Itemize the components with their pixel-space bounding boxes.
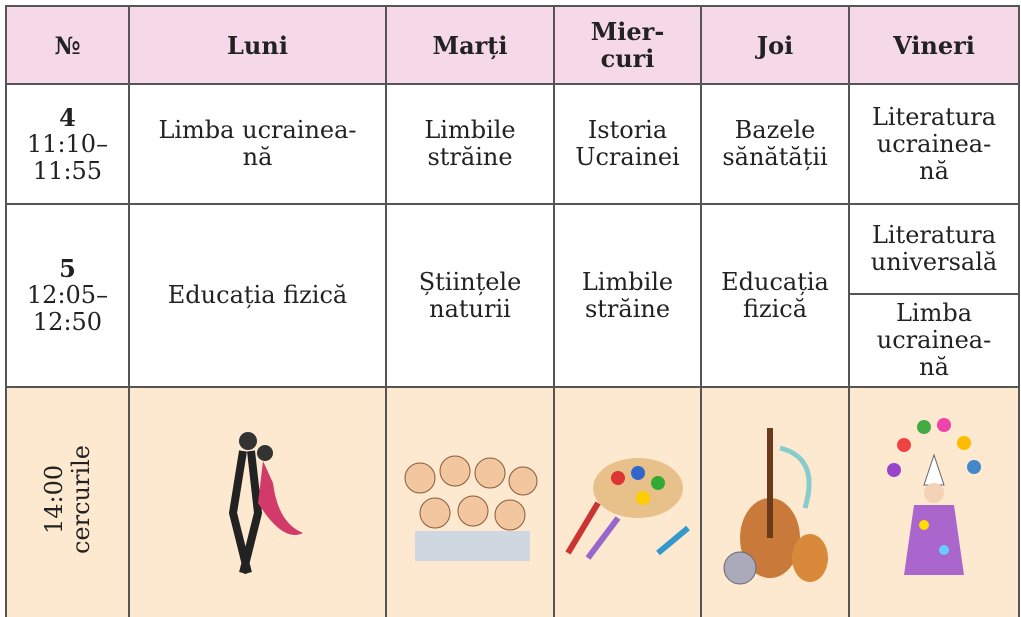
period-cell: 4 11:10– 11:55	[5, 83, 130, 205]
image-cell	[128, 386, 387, 617]
lesson-row: 5 12:05– 12:50 Educația fizică Științele …	[5, 203, 1020, 388]
instruments-image	[723, 427, 828, 584]
lesson-cell: Istoria Ucrainei	[553, 83, 702, 205]
header-cell: Luni	[128, 5, 387, 85]
lesson-cell: Limba ucrainea- nă	[848, 293, 1020, 388]
header-cell: Mier- curi	[553, 5, 702, 85]
image-cell	[385, 386, 555, 617]
header-cell: Vineri	[848, 5, 1020, 85]
page-body: № Luni Marți Mier- curi Joi Vineri 4 11:1…	[5, 5, 1020, 617]
page: Orar {"header": ["№", "Luni", "Marți", "…	[5, 5, 1020, 617]
lesson-row: Limba ucrainea- nă	[6, 293, 1020, 388]
clubs-label: 14:00 cercurile	[39, 444, 95, 555]
period-time: 11:10– 11:55	[26, 129, 109, 185]
period-number: 5	[59, 254, 76, 283]
palette-image	[564, 457, 690, 560]
header-row: № Luni Marți Mier- curi Joi Vineri	[5, 5, 1020, 85]
lesson-cell: Limbile străine	[553, 203, 702, 388]
juggler-image	[887, 418, 981, 575]
clubs-label-cell: 14:00 cercurile	[5, 386, 130, 617]
lesson-cell: Științele naturii	[385, 203, 555, 388]
lesson-cell: Literatura ucrainea- nă	[848, 83, 1020, 205]
header-cell: №	[5, 5, 130, 85]
period-number: 4	[59, 102, 76, 132]
clubs-row: 14:00 cercurile	[5, 386, 1020, 617]
lesson-cell: Literatura universală	[848, 203, 1020, 295]
lesson-cell: Limbile străine	[385, 83, 555, 205]
period-time: 12:05– 12:50	[26, 281, 109, 336]
lesson-row: 4 11:10– 11:55 Limba ucrainea- nă Limbile…	[5, 83, 1020, 205]
lesson-cell: Limba ucrainea- nă	[128, 83, 387, 205]
lesson-cell: Bazele sănătății	[700, 83, 850, 205]
dancers-image	[228, 431, 303, 574]
image-cell	[700, 386, 850, 617]
header-cell: Joi	[700, 5, 850, 85]
choir-image	[404, 455, 538, 561]
schedule-table: № Luni Marți Mier- curi Joi Vineri 4 11:1…	[5, 5, 1020, 617]
image-cell	[848, 386, 1020, 617]
lesson-cell: Educația fizică	[128, 203, 387, 388]
header-cell: Marți	[385, 5, 555, 85]
period-cell: 5 12:05– 12:50	[5, 203, 130, 388]
image-cell	[553, 386, 702, 617]
lesson-cell: Educația fizică	[700, 203, 850, 388]
